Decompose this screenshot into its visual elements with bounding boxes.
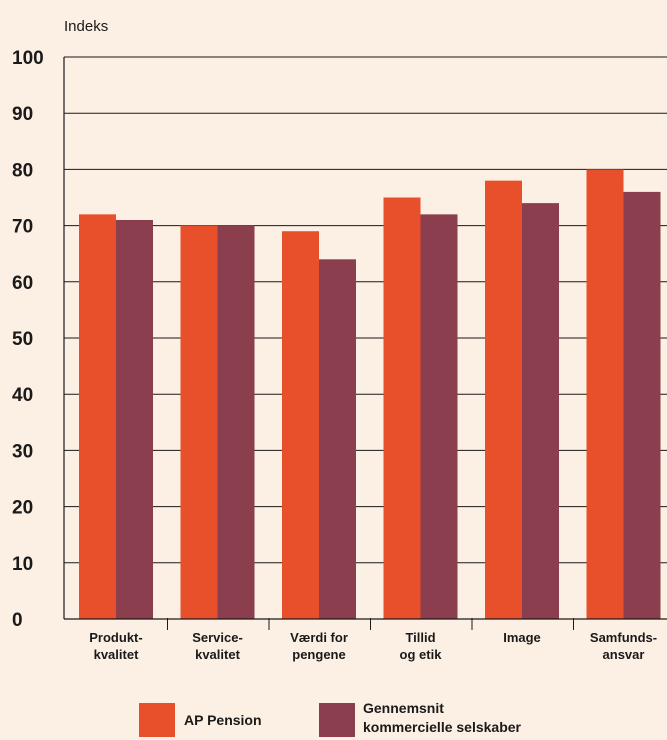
bar-gennemsnit <box>623 191 661 619</box>
legend: AP Pension Gennemsnit kommercielle selskab… <box>139 700 522 737</box>
y-tick-label: 0 <box>12 610 23 631</box>
y-tick-label: 70 <box>12 217 33 238</box>
y-tick-label: 80 <box>12 160 33 181</box>
legend-label-ap-pension: AP Pension <box>184 712 262 728</box>
x-tick-label: Produkt-kvalitet <box>89 630 142 662</box>
bar-gennemsnit <box>522 203 559 619</box>
bar-gennemsnit <box>420 214 458 620</box>
legend-label-gennemsnit: Gennemsnit kommercielle selskaber <box>363 700 522 735</box>
bar-ap-pension <box>485 180 522 619</box>
legend-swatch-ap-pension <box>139 703 175 737</box>
y-tick-label: 10 <box>12 554 33 575</box>
gridlines <box>64 56 667 564</box>
bar-gennemsnit <box>217 225 255 619</box>
y-tick-label: 30 <box>12 441 33 462</box>
y-tick-label: 40 <box>12 385 33 406</box>
y-axis-label: Indeks <box>64 18 108 35</box>
bar-ap-pension <box>180 225 218 619</box>
x-tick-label: Tillid og etik <box>400 630 443 662</box>
bar-ap-pension <box>79 214 116 620</box>
legend-swatch-gennemsnit <box>319 703 355 737</box>
y-tick-label: 100 <box>12 48 44 69</box>
bar-ap-pension <box>282 231 319 619</box>
bars <box>79 169 661 620</box>
bar-gennemsnit <box>116 219 153 620</box>
x-tick-label: Service-kvalitet <box>192 630 243 662</box>
axes <box>63 57 667 630</box>
x-tick-labels: Produkt-kvalitet Service-kvalitet Værdi fo… <box>89 630 657 662</box>
y-tick-label: 60 <box>12 273 33 294</box>
y-tick-label: 20 <box>12 498 33 519</box>
bar-gennemsnit <box>319 259 356 619</box>
y-tick-labels: 0 10 20 30 40 50 60 70 80 90 100 <box>12 48 44 631</box>
bar-ap-pension <box>383 197 421 619</box>
y-tick-label: 90 <box>12 104 33 125</box>
x-tick-label: Værdi for pengene <box>290 630 348 662</box>
bar-ap-pension <box>586 169 624 619</box>
x-tick-label: Samfunds-ansvar <box>590 630 657 662</box>
x-tick-label: Image <box>503 630 541 645</box>
y-tick-label: 50 <box>12 329 33 350</box>
